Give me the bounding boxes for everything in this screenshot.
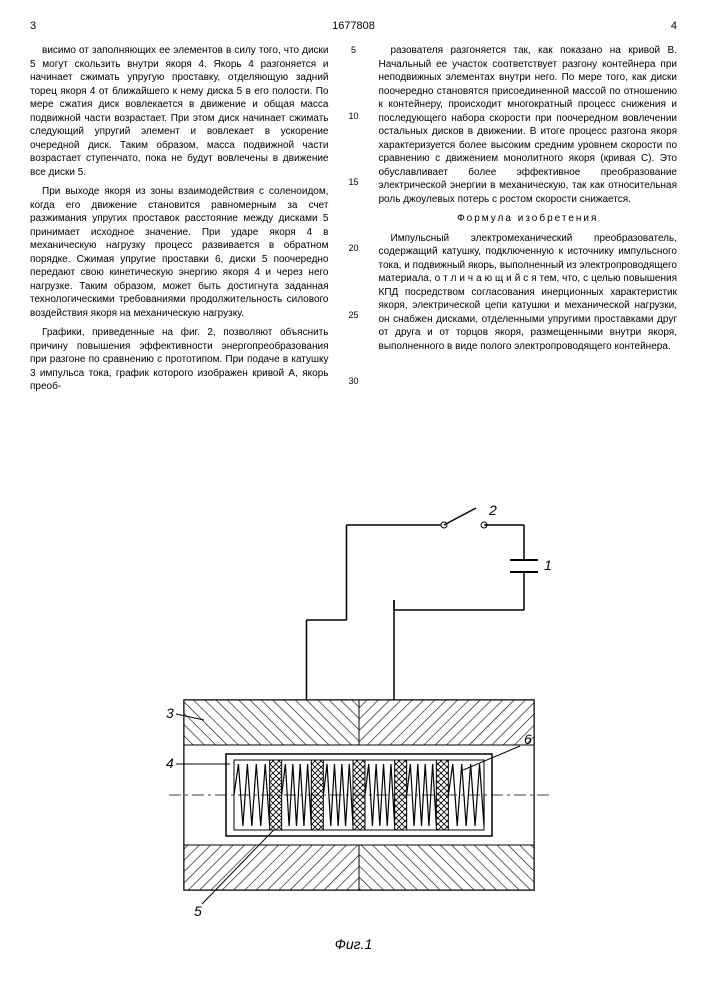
figure-svg: 1 2 3 4 5 6 — [144, 470, 564, 930]
svg-text:4: 4 — [166, 755, 174, 771]
page-num-left: 3 — [30, 20, 36, 32]
right-p2: Импульсный электромеханический преобразо… — [379, 232, 678, 354]
figure-1: 1 2 3 4 5 6 Фиг.1 — [0, 470, 707, 952]
svg-text:2: 2 — [488, 502, 497, 518]
page-num-right: 4 — [671, 20, 677, 32]
ln-25: 25 — [347, 309, 361, 321]
left-p2: При выходе якоря из зоны взаимодействия … — [30, 185, 329, 320]
patent-number: 1677808 — [332, 20, 375, 32]
svg-text:6: 6 — [524, 731, 532, 747]
ln-5: 5 — [347, 44, 361, 56]
svg-text:1: 1 — [544, 557, 552, 573]
left-p1: висимо от заполняющих ее элементов в сил… — [30, 44, 329, 179]
ln-20: 20 — [347, 242, 361, 254]
left-column: висимо от заполняющих ее элементов в сил… — [30, 44, 329, 441]
left-p3: Графики, приведенные на фиг. 2, позволяю… — [30, 326, 329, 394]
svg-text:5: 5 — [194, 903, 202, 919]
ln-10: 10 — [347, 110, 361, 122]
ln-15: 15 — [347, 176, 361, 188]
svg-text:3: 3 — [166, 705, 174, 721]
line-numbers: 5 10 15 20 25 30 — [347, 44, 361, 441]
formula-title: Формула изобретения — [379, 212, 678, 226]
text-columns: висимо от заполняющих ее элементов в сил… — [30, 44, 677, 441]
right-p1: разователя разгоняется так, как показано… — [379, 44, 678, 206]
page: 3 4 1677808 висимо от заполняющих ее эле… — [0, 0, 707, 1000]
figure-label: Фиг.1 — [0, 936, 707, 952]
ln-30: 30 — [347, 375, 361, 387]
right-column: разователя разгоняется так, как показано… — [379, 44, 678, 441]
